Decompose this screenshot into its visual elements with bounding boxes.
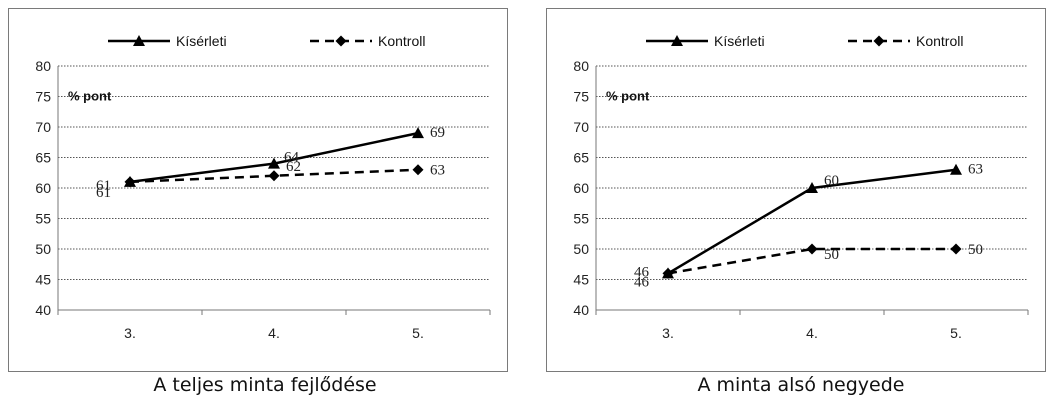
series-line-kontroll [129, 168, 419, 184]
chart-panel-also-negyed: 40 45 50 55 60 65 70 75 80 3. 4. 5. % pont 46 60 63 46 50… [546, 8, 1046, 372]
x-tick-label: 5. [412, 325, 424, 341]
y-tick-label: 65 [573, 150, 589, 166]
y-tick-label: 45 [35, 272, 51, 288]
y-tick-label: 40 [573, 302, 589, 318]
line-chart-teljes-minta: 40 45 50 55 60 65 70 75 80 3. 4. 5. % pont 61 64 69 61 62… [8, 8, 508, 372]
y-tick-label: 55 [573, 211, 589, 227]
legend-triangle-marker [133, 35, 145, 46]
data-label: 60 [824, 173, 839, 189]
data-label: 46 [634, 264, 650, 280]
legend-label: Kontroll [378, 33, 425, 49]
triangle-marker [806, 182, 818, 193]
diamond-marker [124, 176, 136, 188]
y-tick-label: 40 [35, 302, 51, 318]
unit-label: % pont [606, 89, 650, 104]
data-label: 61 [96, 185, 111, 201]
data-label: 61 [96, 178, 111, 194]
y-tick-label: 65 [35, 150, 51, 166]
chart-border [546, 8, 1046, 372]
x-tick-label: 3. [124, 325, 136, 341]
data-label: 46 [634, 274, 650, 290]
y-tick-label: 45 [573, 272, 589, 288]
x-tick-label: 4. [806, 325, 818, 341]
triangle-marker [268, 157, 280, 169]
y-tick-label: 75 [573, 89, 589, 105]
series-line-kontroll [667, 247, 956, 275]
y-tick-label: 50 [35, 241, 51, 257]
legend-triangle-marker [671, 35, 683, 46]
y-tick-label: 60 [573, 180, 589, 196]
data-label: 63 [430, 163, 445, 179]
y-tick-label: 55 [35, 211, 51, 227]
legend-diamond-marker [873, 35, 885, 47]
unit-label: % pont [68, 89, 112, 104]
y-tick-label: 70 [35, 119, 51, 135]
data-label: 50 [968, 242, 983, 258]
legend-label: Kísérleti [714, 33, 765, 49]
x-tick-label: 3. [662, 325, 674, 341]
chart-caption-teljes-minta: A teljes minta fejlődése [153, 374, 377, 396]
y-tick-label: 80 [35, 58, 51, 74]
y-tick-label: 50 [573, 241, 589, 257]
y-tick-label: 80 [573, 58, 589, 74]
legend-diamond-marker [335, 35, 347, 47]
legend-label: Kísérleti [176, 33, 227, 49]
chart-border [8, 8, 508, 372]
x-tick-label: 4. [268, 325, 280, 341]
data-label: 50 [824, 247, 839, 263]
data-label: 69 [430, 125, 445, 141]
chart-caption-also-negyed: A minta alsó negyede [697, 374, 905, 396]
data-label: 62 [286, 159, 301, 175]
y-tick-label: 75 [35, 89, 51, 105]
data-label: 63 [968, 162, 983, 178]
legend-label: Kontroll [916, 33, 963, 49]
x-tick-label: 5. [950, 325, 962, 341]
diamond-marker [268, 170, 280, 182]
triangle-marker [412, 127, 424, 139]
diamond-marker [412, 164, 424, 176]
diamond-marker [950, 243, 962, 255]
triangle-marker [950, 163, 962, 175]
y-tick-label: 70 [573, 119, 589, 135]
line-chart-also-negyed: 40 45 50 55 60 65 70 75 80 3. 4. 5. % pont 46 60 63 46 50… [546, 8, 1046, 372]
data-label: 64 [284, 150, 300, 166]
diamond-marker [662, 267, 674, 279]
chart-panel-teljes-minta: 40 45 50 55 60 65 70 75 80 3. 4. 5. % pont 61 64 69 61 62… [8, 8, 508, 372]
y-tick-label: 60 [35, 180, 51, 196]
diamond-marker [806, 243, 818, 255]
